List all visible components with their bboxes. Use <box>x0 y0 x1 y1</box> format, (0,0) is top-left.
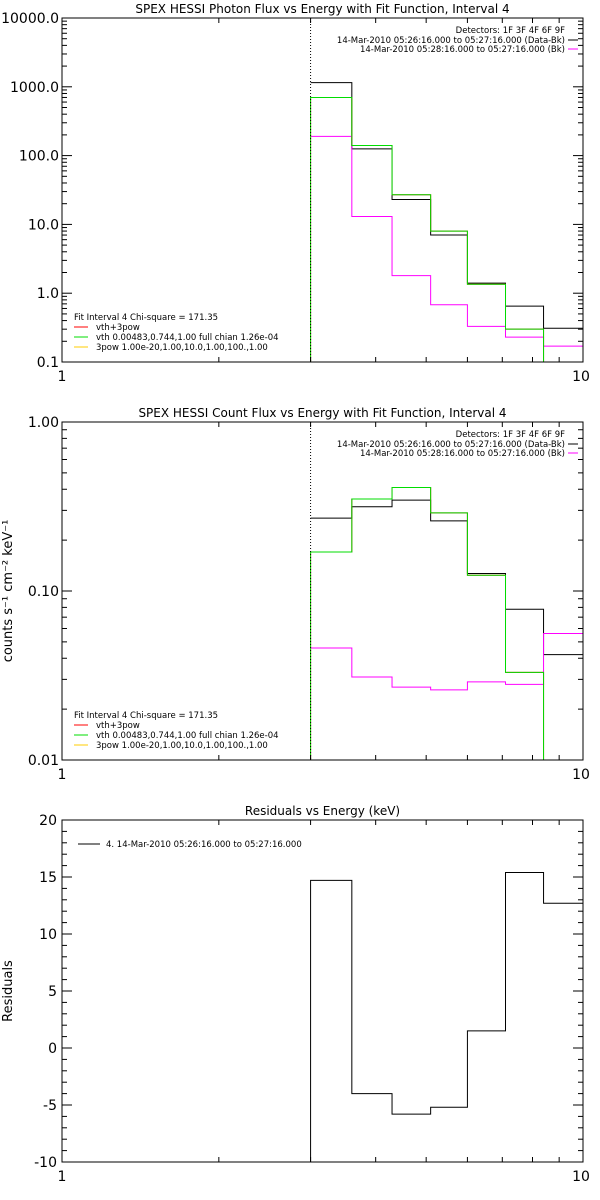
y-tick-label: 1.00 <box>28 415 59 431</box>
y-tick-label: 20 <box>39 813 57 829</box>
plot-frame <box>61 17 584 363</box>
legend-residual-label: 4. 14-Mar-2010 05:26:16.000 to 05:27:16.… <box>106 840 302 850</box>
legend-vth-label: vth 0.00483,0.744,1.00 full chian 1.26e-… <box>96 731 279 741</box>
legend-vth-label: vth 0.00483,0.744,1.00 full chian 1.26e-… <box>96 333 279 343</box>
x-tick-label: 1 <box>58 1169 67 1185</box>
y-tick-label: 0.10 <box>28 584 59 600</box>
fit-vth-line <box>310 486 545 760</box>
legend-vth-3pow-label: vth+3pow <box>96 721 140 731</box>
legend-fit-title: Fit Interval 4 Chi-square = 171.35 <box>74 313 218 323</box>
x-tick-label: 10 <box>572 767 590 783</box>
plot-frame <box>61 421 584 761</box>
y-tick-label: 0.01 <box>28 753 59 769</box>
chart-title: Residuals vs Energy (keV) <box>245 804 400 818</box>
chart-title: SPEX HESSI Photon Flux vs Energy with Fi… <box>135 2 509 16</box>
data-minus-bk-line <box>310 82 583 329</box>
y-tick-label: -10 <box>34 1155 57 1171</box>
y-tick-label: 15 <box>39 870 57 886</box>
legend-data-bk-label: 14-Mar-2010 05:26:16.000 to 05:27:16.000… <box>337 36 565 46</box>
y-axis-label: counts s⁻¹ cm⁻² keV⁻¹ <box>1 520 16 663</box>
y-tick-label: 10 <box>39 927 57 943</box>
plot-area <box>310 18 583 362</box>
plot-area <box>310 422 583 760</box>
residual-line <box>310 871 583 1162</box>
x-tick-label: 10 <box>572 1169 590 1185</box>
legend-vth-3pow-label: vth+3pow <box>96 323 140 333</box>
data-minus-bk-line <box>310 499 583 656</box>
y-tick-label: 1.0 <box>37 286 59 302</box>
y-tick-label: 100.0 <box>19 149 59 165</box>
bk-line <box>310 135 583 347</box>
chart-title: SPEX HESSI Count Flux vs Energy with Fit… <box>138 406 506 420</box>
y-tick-label: -5 <box>43 1098 57 1114</box>
plot-area <box>310 871 583 1162</box>
legend-detectors: Detectors: 1F 3F 4F 6F 9F <box>456 26 565 36</box>
y-tick-label: 1000.0 <box>10 80 59 96</box>
legend-3pow-label: 3pow 1.00e-20,1.00,10.0,1.00,100.,1.00 <box>96 741 268 751</box>
y-axis-label: Residuals <box>1 960 16 1022</box>
legend-fit-title: Fit Interval 4 Chi-square = 171.35 <box>74 711 218 721</box>
x-tick-label: 1 <box>58 767 67 783</box>
y-tick-label: 0 <box>48 1041 57 1057</box>
chart-panel-2: SPEX HESSI Count Flux vs Energy with Fit… <box>1 406 590 783</box>
chart-panel-1: SPEX HESSI Photon Flux vs Energy with Fi… <box>1 2 590 385</box>
legend-bk-label: 14-Mar-2010 05:28:16.000 to 05:27:16.000… <box>360 45 565 55</box>
legend-data-bk-label: 14-Mar-2010 05:26:16.000 to 05:27:16.000… <box>337 440 565 450</box>
y-tick-label: 5 <box>48 984 57 1000</box>
bk-line <box>310 633 583 691</box>
y-tick-label: 10.0 <box>28 217 59 233</box>
chart-panel-3: Residuals vs Energy (keV) 1 10 -10 -5 0 5 10 15 2… <box>1 804 590 1185</box>
y-tick-label: 0.1 <box>37 355 59 371</box>
fit-vth-line <box>310 96 583 362</box>
legend-bk-label: 14-Mar-2010 05:28:16.000 to 05:27:16.000… <box>360 449 565 459</box>
legend-detectors: Detectors: 1F 3F 4F 6F 9F <box>456 430 565 440</box>
legend-3pow-label: 3pow 1.00e-20,1.00,10.0,1.00,100.,1.00 <box>96 343 268 353</box>
x-tick-label: 10 <box>572 369 590 385</box>
x-tick-label: 1 <box>58 369 67 385</box>
y-tick-label: 10000.0 <box>1 11 59 27</box>
plot-frame <box>61 819 584 1163</box>
